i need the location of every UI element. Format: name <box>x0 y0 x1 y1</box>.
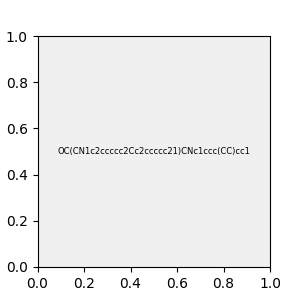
Text: OC(CN1c2ccccc2Cc2ccccc21)CNc1ccc(CC)cc1: OC(CN1c2ccccc2Cc2ccccc21)CNc1ccc(CC)cc1 <box>57 147 250 156</box>
